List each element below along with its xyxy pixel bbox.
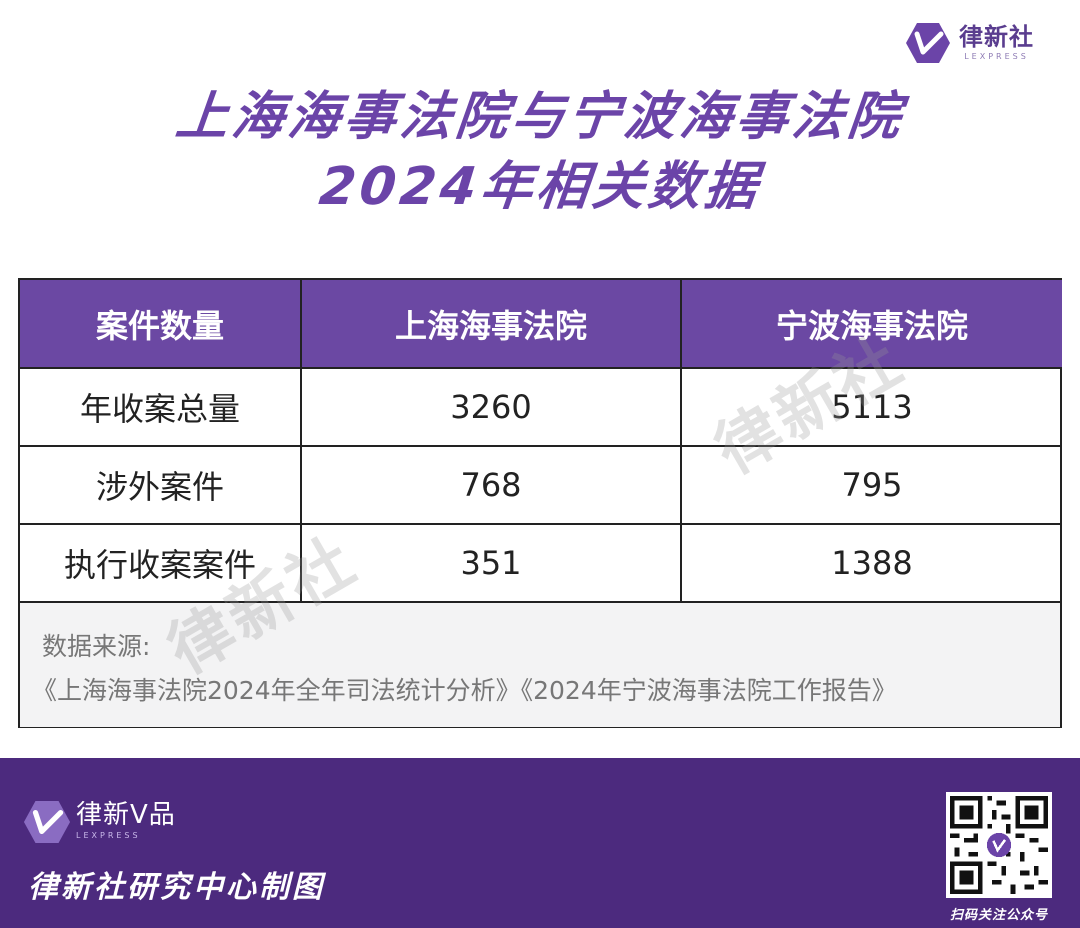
source-text: 《上海海事法院2024年全年司法统计分析》《2024年宁波海事法院工作报告》: [32, 676, 897, 705]
column-header: 案件数量: [20, 280, 302, 369]
brand-logo: 律新社 LEXPRESS: [905, 22, 1034, 64]
title-line-2: 2024年相关数据: [316, 157, 764, 217]
data-table-container: 案件数量 上海海事法院 宁波海事法院 年收案总量 3260 5113 涉外案件 …: [18, 278, 1062, 728]
data-table: 案件数量 上海海事法院 宁波海事法院 年收案总量 3260 5113 涉外案件 …: [20, 280, 1062, 603]
row-label: 年收案总量: [20, 368, 302, 447]
page-title: 上海海事法院与宁波海事法院 2024年相关数据: [0, 82, 1080, 222]
table-header-row: 案件数量 上海海事法院 宁波海事法院: [20, 280, 1062, 369]
qr-caption: 扫码关注公众号: [949, 908, 1048, 923]
data-source-note: 数据来源: 《上海海事法院2024年全年司法统计分析》《2024年宁波海事法院工…: [20, 603, 1060, 727]
footer-caption: 律新社研究中心制图: [28, 870, 325, 905]
brand-subtitle: LEXPRESS: [964, 52, 1029, 61]
table-cell: 1388: [681, 524, 1062, 603]
qr-code-icon[interactable]: [946, 792, 1052, 898]
column-header: 宁波海事法院: [681, 280, 1062, 369]
footer-brand-name: 律新V品: [76, 800, 176, 830]
column-header: 上海海事法院: [301, 280, 682, 369]
table-row: 执行收案案件 351 1388: [20, 524, 1062, 603]
table-cell: 768: [301, 446, 682, 525]
title-line-1: 上海海事法院与宁波海事法院: [172, 87, 908, 147]
table-cell: 3260: [301, 368, 682, 447]
table-cell: 795: [681, 446, 1062, 525]
footer-brand-logo: 律新V品 LEXPRESS: [22, 800, 176, 843]
row-label: 执行收案案件: [20, 524, 302, 603]
table-row: 涉外案件 768 795: [20, 446, 1062, 525]
footer-banner: 律新V品 LEXPRESS 律新社研究中心制图 扫码关注公众号: [0, 758, 1080, 928]
brand-hexagon-icon: [905, 22, 951, 64]
source-label: 数据来源:: [42, 632, 151, 661]
table-row: 年收案总量 3260 5113: [20, 368, 1062, 447]
row-label: 涉外案件: [20, 446, 302, 525]
table-cell: 351: [301, 524, 682, 603]
brand-hexagon-icon: [22, 800, 71, 843]
table-cell: 5113: [681, 368, 1062, 447]
footer-brand-subtitle: LEXPRESS: [76, 831, 141, 840]
brand-name: 律新社: [959, 23, 1034, 51]
